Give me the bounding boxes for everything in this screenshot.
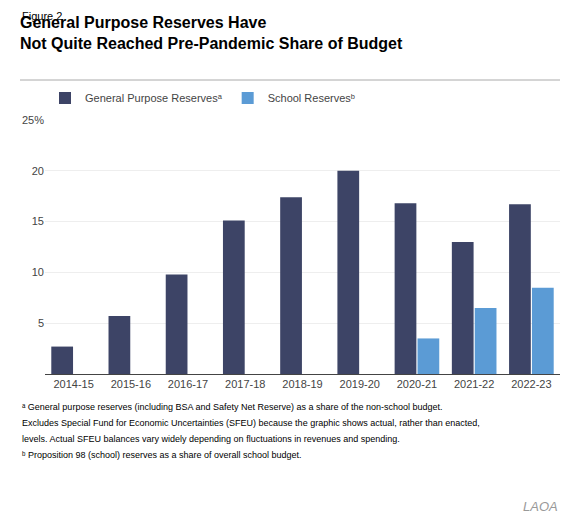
svg-text:Figure 2: Figure 2 (22, 10, 62, 22)
svg-text:5: 5 (38, 317, 44, 329)
svg-text:2021-22: 2021-22 (454, 378, 494, 390)
svg-text:ᵃ General purpose reserves (in: ᵃ General purpose reserves (including BS… (22, 402, 443, 412)
svg-text:LAOA: LAOA (523, 499, 558, 514)
svg-text:2015-16: 2015-16 (111, 378, 151, 390)
svg-text:2016-17: 2016-17 (168, 378, 208, 390)
svg-text:2019-20: 2019-20 (340, 378, 380, 390)
svg-text:2018-19: 2018-19 (282, 378, 322, 390)
svg-text:General Purpose Reservesᵃ: General Purpose Reservesᵃ (85, 92, 223, 104)
svg-text:25%: 25% (22, 114, 44, 126)
svg-text:20: 20 (32, 165, 44, 177)
svg-text:2022-23: 2022-23 (511, 378, 551, 390)
svg-text:15: 15 (32, 215, 44, 227)
svg-text:General Purpose Reserves HaveN: General Purpose Reserves HaveNot Quite R… (20, 14, 403, 52)
svg-text:ᵇ Proposition 98 (school) rese: ᵇ Proposition 98 (school) reserves as a … (22, 450, 302, 460)
svg-text:2017-18: 2017-18 (225, 378, 265, 390)
svg-text:2014-15: 2014-15 (53, 378, 93, 390)
svg-text:School Reservesᵇ: School Reservesᵇ (268, 92, 355, 104)
svg-text:10: 10 (32, 266, 44, 278)
svg-text:Excludes Special Fund for Econ: Excludes Special Fund for Economic Uncer… (22, 418, 480, 428)
svg-text:2020-21: 2020-21 (397, 378, 437, 390)
svg-text:levels. Actual SFEU balances v: levels. Actual SFEU balances vary widely… (22, 434, 400, 444)
